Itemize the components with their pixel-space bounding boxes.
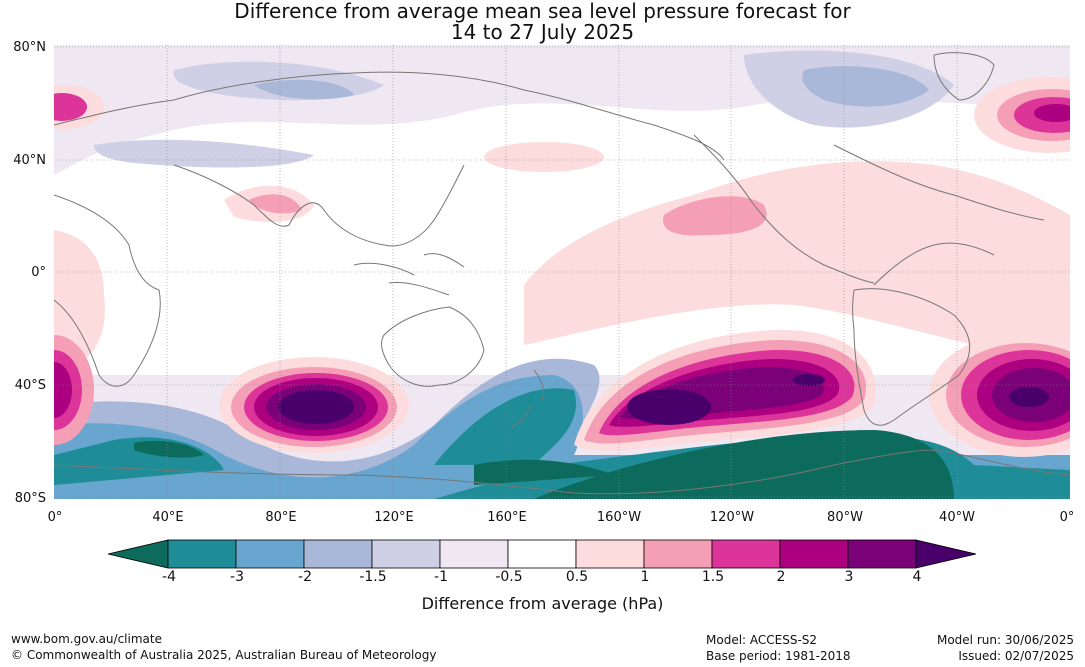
colorbar-swatch	[575, 539, 645, 569]
high-center-indian-ocean-core	[278, 390, 354, 424]
map-title-line2: 14 to 27 July 2025	[450, 20, 635, 44]
lat-label-equator: 0°	[31, 265, 46, 280]
africa-coast	[54, 194, 161, 387]
lon-label-160w: 160°W	[596, 510, 642, 525]
lat-label-40n: 40°N	[13, 153, 46, 168]
maritime-continent	[353, 253, 465, 296]
north-pacific-positive	[663, 196, 767, 236]
colorbar-tick: 4	[912, 569, 922, 585]
colorbar-swatch-below	[107, 539, 169, 569]
lat-label-80n: 80°N	[13, 40, 46, 55]
footer-base-period: Base period: 1981-2018	[706, 649, 851, 663]
lon-label-80e: 80°E	[265, 510, 297, 525]
antarctica-coast	[54, 449, 1070, 495]
colorbar-tick: -4	[162, 569, 176, 585]
colorbar-tick: -1.5	[359, 569, 387, 585]
lon-label-0-right: 0°	[1059, 510, 1075, 525]
colorbar	[107, 539, 978, 573]
lon-label-40e: 40°E	[152, 510, 184, 525]
footer-model-run: Model run: 30/06/2025	[936, 633, 1074, 647]
colorbar-tick: -2	[298, 569, 312, 585]
colorbar-tick: 0.5	[565, 569, 589, 585]
lon-label-80w: 80°W	[827, 510, 863, 525]
europe-asia-coast	[54, 71, 725, 161]
asia-negative-band	[94, 139, 314, 168]
lat-label-40s: 40°S	[14, 378, 46, 393]
colorbar-tick: 1	[640, 569, 650, 585]
lon-label-120w: 120°W	[709, 510, 755, 525]
lon-label-40w: 40°W	[939, 510, 975, 525]
colorbar-swatch	[371, 539, 441, 569]
footer-model: Model: ACCESS-S2	[706, 633, 818, 647]
pacific-weak-positive-region	[524, 161, 1070, 365]
colorbar-tick: -1	[434, 569, 448, 585]
north-america-coast	[693, 134, 1045, 286]
footer-copyright: © Commonwealth of Australia 2025, Austra…	[11, 648, 437, 662]
colorbar-tick: 2	[776, 569, 786, 585]
colorbar-swatches	[107, 539, 977, 569]
map-title-line1: Difference from average mean sea level p…	[234, 0, 851, 23]
high-center-south-pacific-core	[627, 389, 711, 425]
graticule	[54, 45, 1070, 499]
colorbar-tick: 3	[844, 569, 854, 585]
pressure-anomaly-map	[54, 45, 1070, 499]
colorbar-swatch-above	[915, 539, 977, 569]
south-america-coast	[852, 288, 971, 426]
colorbar-swatch	[779, 539, 849, 569]
greenland	[933, 52, 995, 101]
australia-coast	[381, 306, 485, 387]
lon-label-120e: 120°E	[374, 510, 414, 525]
colorbar-swatch	[167, 539, 237, 569]
north-pacific-weak-positive	[484, 142, 604, 172]
colorbar-swatch	[643, 539, 713, 569]
lon-label-0-left: 0°	[47, 510, 63, 525]
footer-url[interactable]: www.bom.gov.au/climate	[11, 632, 162, 646]
colorbar-tick: -0.5	[495, 569, 523, 585]
footer-issued: Issued: 02/07/2025	[958, 649, 1074, 663]
map-canvas	[54, 45, 1070, 499]
colorbar-tick: 1.5	[701, 569, 725, 585]
colorbar-swatch	[439, 539, 509, 569]
lat-label-80s: 80°S	[14, 491, 46, 506]
high-center-south-atlantic-core	[1009, 387, 1049, 407]
colorbar-swatch	[711, 539, 781, 569]
coastlines	[54, 52, 1070, 495]
colorbar-swatch	[507, 539, 577, 569]
colorbar-swatch	[847, 539, 917, 569]
lon-label-160e: 160°E	[487, 510, 527, 525]
colorbar-swatch	[235, 539, 305, 569]
colorbar-swatch	[303, 539, 373, 569]
south-asia-coast	[173, 164, 465, 247]
new-zealand	[511, 369, 545, 428]
colorbar-tick: -3	[230, 569, 244, 585]
colorbar-label: Difference from average (hPa)	[421, 594, 664, 613]
